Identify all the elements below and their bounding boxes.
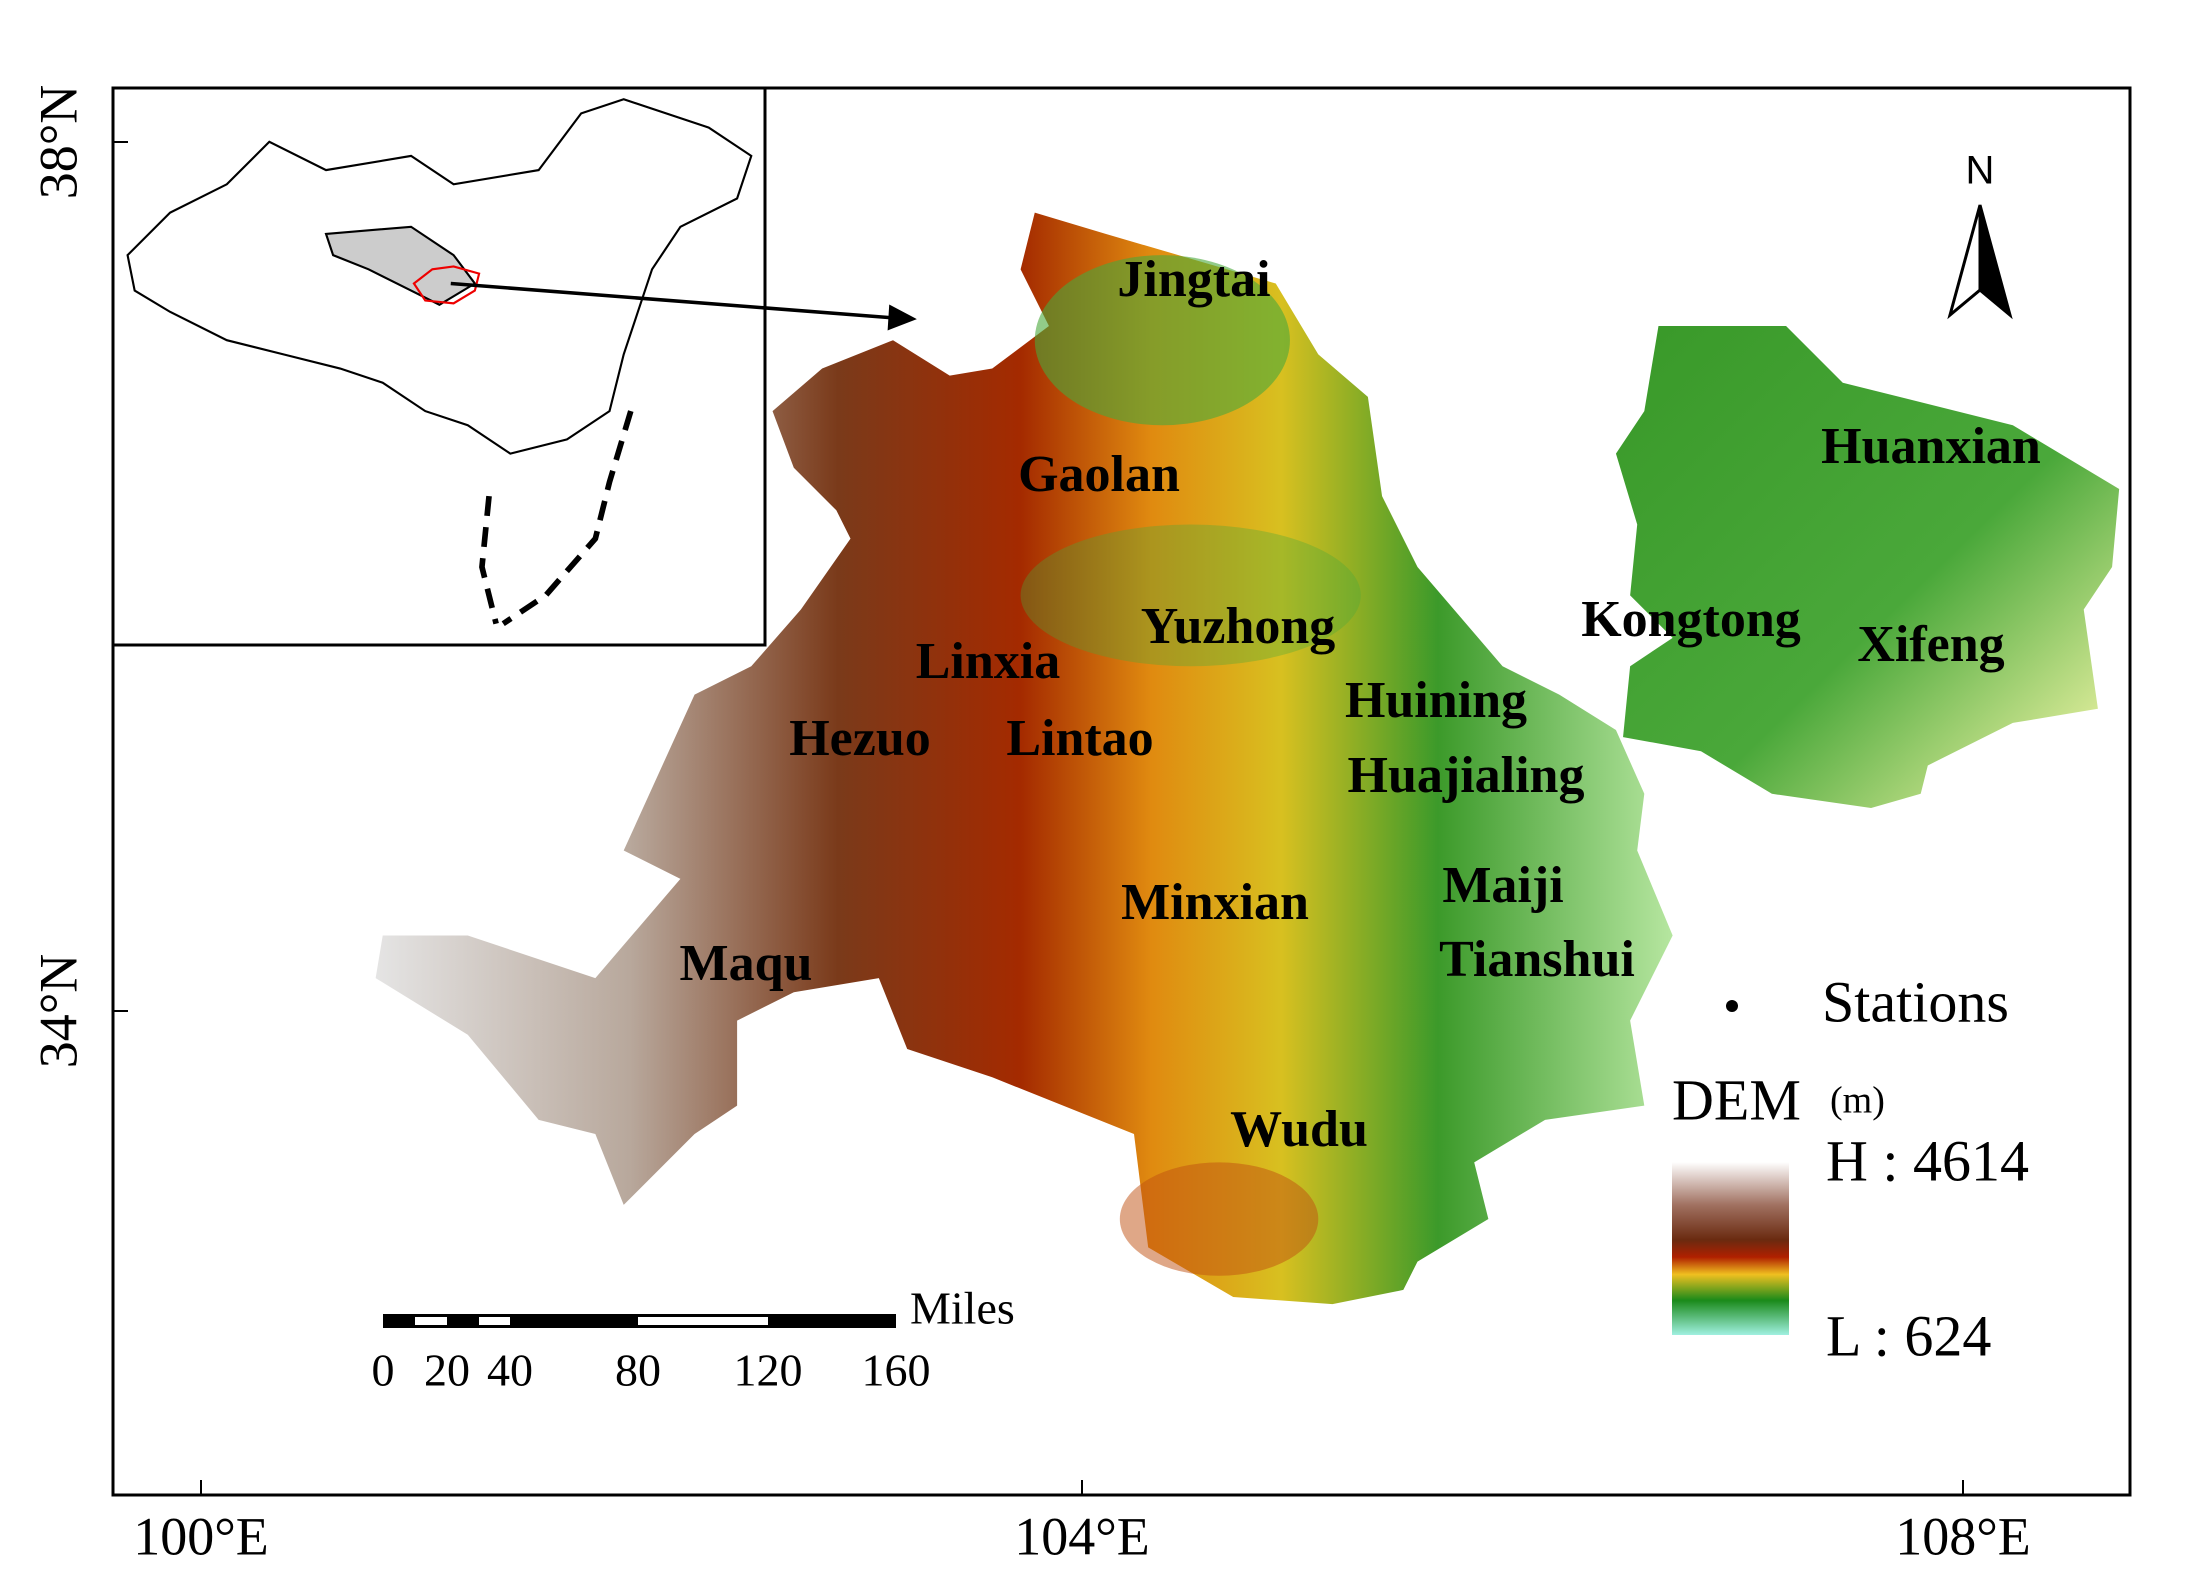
terrain-shade [1119,1162,1319,1276]
y-label: 34°N [28,954,88,1069]
inset-map [126,98,917,627]
x-label: 108°E [1895,1506,2031,1566]
scale-label: 120 [734,1345,803,1396]
station-label: Minxian [1121,874,1309,931]
scale-bar-segment [479,1317,510,1325]
scale-label: 0 [372,1345,395,1396]
scale-label: 40 [487,1345,533,1396]
station-label: Linxia [916,633,1061,690]
dem-colorbar [1672,1162,1789,1335]
legend-dem: DEM [1672,1067,1801,1132]
scale-bar [383,1314,896,1328]
x-label: 100°E [133,1506,269,1566]
dem-main [375,212,1673,1305]
station-label: Jingtai [1117,251,1270,308]
station-label: Kongtong [1581,591,1801,648]
map-frame [111,86,2132,1497]
north-arrow [1947,204,1982,320]
scale-bar-segment [638,1317,768,1325]
station-label: Gaolan [1018,446,1180,503]
scale-unit: Miles [910,1283,1015,1334]
station-label: Huajialing [1348,747,1585,804]
station-label: Xifeng [1857,616,2004,673]
station-label: Tianshui [1439,931,1635,988]
legend-dem-unit: (m) [1830,1080,1885,1122]
scale-label: 160 [862,1345,931,1396]
scale-bar-segment [415,1317,447,1325]
legend-high: H : 4614 [1826,1128,2029,1193]
station-label: Maiji [1442,857,1563,914]
pointer-arrow [450,281,908,321]
station-label: Lintao [1006,710,1153,767]
legend-stations: Stations [1822,969,2009,1034]
station-label: Hezuo [789,710,931,767]
station-label: Wudu [1230,1101,1368,1158]
north-label: N [1966,149,1995,193]
station-label: Huining [1345,672,1527,729]
scale-label: 20 [424,1345,470,1396]
terrain-shade [1034,255,1290,426]
coast-dashes [479,410,634,627]
dem-east [1615,326,2120,808]
north-arrow [1978,204,2013,320]
station-symbol [1726,1000,1738,1012]
study-area [412,265,481,305]
y-label: 38°N [28,85,88,200]
station-label: Huanxian [1821,418,2041,475]
terrain [375,212,2120,1305]
scale-label: 80 [615,1345,661,1396]
terrain-shade [1020,524,1361,667]
gansu [324,225,477,306]
station-labels: Jingtai Gaolan Huanxian Yuzhong Kongtong Xife… [680,251,2041,1158]
pointer-head [887,304,917,331]
legend-low: L : 624 [1826,1303,1991,1368]
station-label: Yuzhong [1141,598,1336,655]
x-label: 104°E [1014,1506,1150,1566]
station-label: Maqu [680,935,813,992]
